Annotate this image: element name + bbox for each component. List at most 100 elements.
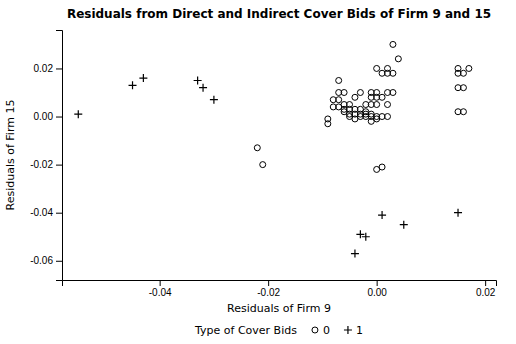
y-axis-title: Residuals of Firm 15 [4,100,17,211]
series [74,74,462,257]
circle-point [390,90,396,96]
marker-shape [379,164,385,170]
tick-mark [160,280,161,286]
marker-shape [385,65,391,71]
circle-point [385,65,391,71]
plus-point [139,74,147,82]
circle-point [466,65,472,71]
marker-shape [390,41,396,47]
plus-point [129,81,137,89]
chart-svg: -0.04-0.020.000.02-0.06-0.04-0.020.000.0… [0,0,516,344]
marker-shape [400,221,408,229]
marker-shape [357,90,363,96]
marker-shape [351,250,359,258]
circle-point [357,90,363,96]
tick-mark [268,280,269,286]
tick-label: -0.02 [30,159,53,170]
plus-point [210,96,218,104]
plot-area: -0.04-0.020.000.02-0.06-0.04-0.020.000.0… [30,31,496,299]
tick-mark [56,261,62,262]
legend: Type of Cover Bids 0 1 [194,324,363,337]
circle-point [260,162,266,168]
tick-label: 0.00 [34,111,54,122]
marker-shape [454,209,462,217]
marker-shape [325,116,331,122]
circle-point [385,102,391,108]
circle-point [390,70,396,76]
y-axis: -0.06-0.04-0.020.000.02 [30,31,62,281]
marker-shape [336,97,342,103]
circle-point [455,65,461,71]
tick: -0.04 [149,280,172,298]
legend-title: Type of Cover Bids [194,324,297,337]
marker-shape [390,70,396,76]
legend-symbol-shape [344,326,352,334]
circle-point [374,90,380,96]
circle-point [374,65,380,71]
tick-label: 0.02 [34,63,54,74]
circle-point [395,56,401,62]
marker-shape [194,76,202,84]
legend-symbol-shape [312,327,318,333]
tick-mark [485,280,486,286]
circle-point [325,116,331,122]
circle-point [341,90,347,96]
marker-shape [385,114,391,120]
marks [74,41,472,257]
tick-mark [377,280,378,286]
x-axis: -0.04 -0.02 0.00 0.02 [63,280,497,298]
marker-shape [390,90,396,96]
plus-point [454,209,462,217]
circle-point [374,102,380,108]
tick-label: -0.04 [149,287,172,298]
plus-point [351,250,359,258]
axis-line [63,281,497,287]
tick: 0.00 [34,111,62,122]
circle-point [385,114,391,120]
circle-point [336,77,342,83]
tick-label: -0.04 [30,207,53,218]
marker-shape [254,145,260,151]
tick-label: -0.02 [257,287,280,298]
marker-shape [385,102,391,108]
circle-point [460,85,466,91]
circle-point [254,145,260,151]
tick-label: 0.00 [367,287,387,298]
marker-shape [352,94,358,100]
marker-shape [199,84,207,92]
plus-point [362,233,370,241]
marker-shape [336,77,342,83]
marker-shape [260,162,266,168]
tick: 0.02 [34,63,62,74]
plus-point [378,211,386,219]
marker-shape [455,65,461,71]
tick: -0.02 [257,280,280,298]
series [254,41,472,172]
marker-shape [460,85,466,91]
axis-line [56,31,63,281]
tick: -0.02 [30,159,62,170]
tick: -0.04 [30,207,62,218]
legend-item: 0 [312,324,330,337]
marker-shape [341,90,347,96]
tick-mark [56,165,62,166]
marker-shape [374,90,380,96]
marker-shape [466,65,472,71]
circle-point [347,102,353,108]
marker-shape [378,211,386,219]
marker-shape [379,94,385,100]
plus-point [194,76,202,84]
circle-point [460,109,466,115]
legend-symbol [312,327,318,333]
marker-shape [460,109,466,115]
tick-label: 0.02 [476,287,496,298]
tick: 0.00 [367,280,387,298]
circle-point [390,41,396,47]
legend-symbol [344,326,352,334]
tick-mark [56,213,62,214]
marker-shape [210,96,218,104]
marker-shape [374,65,380,71]
marker-shape [460,70,466,76]
legend-item: 1 [344,324,363,337]
x-axis-title: Residuals of Firm 9 [227,302,331,315]
